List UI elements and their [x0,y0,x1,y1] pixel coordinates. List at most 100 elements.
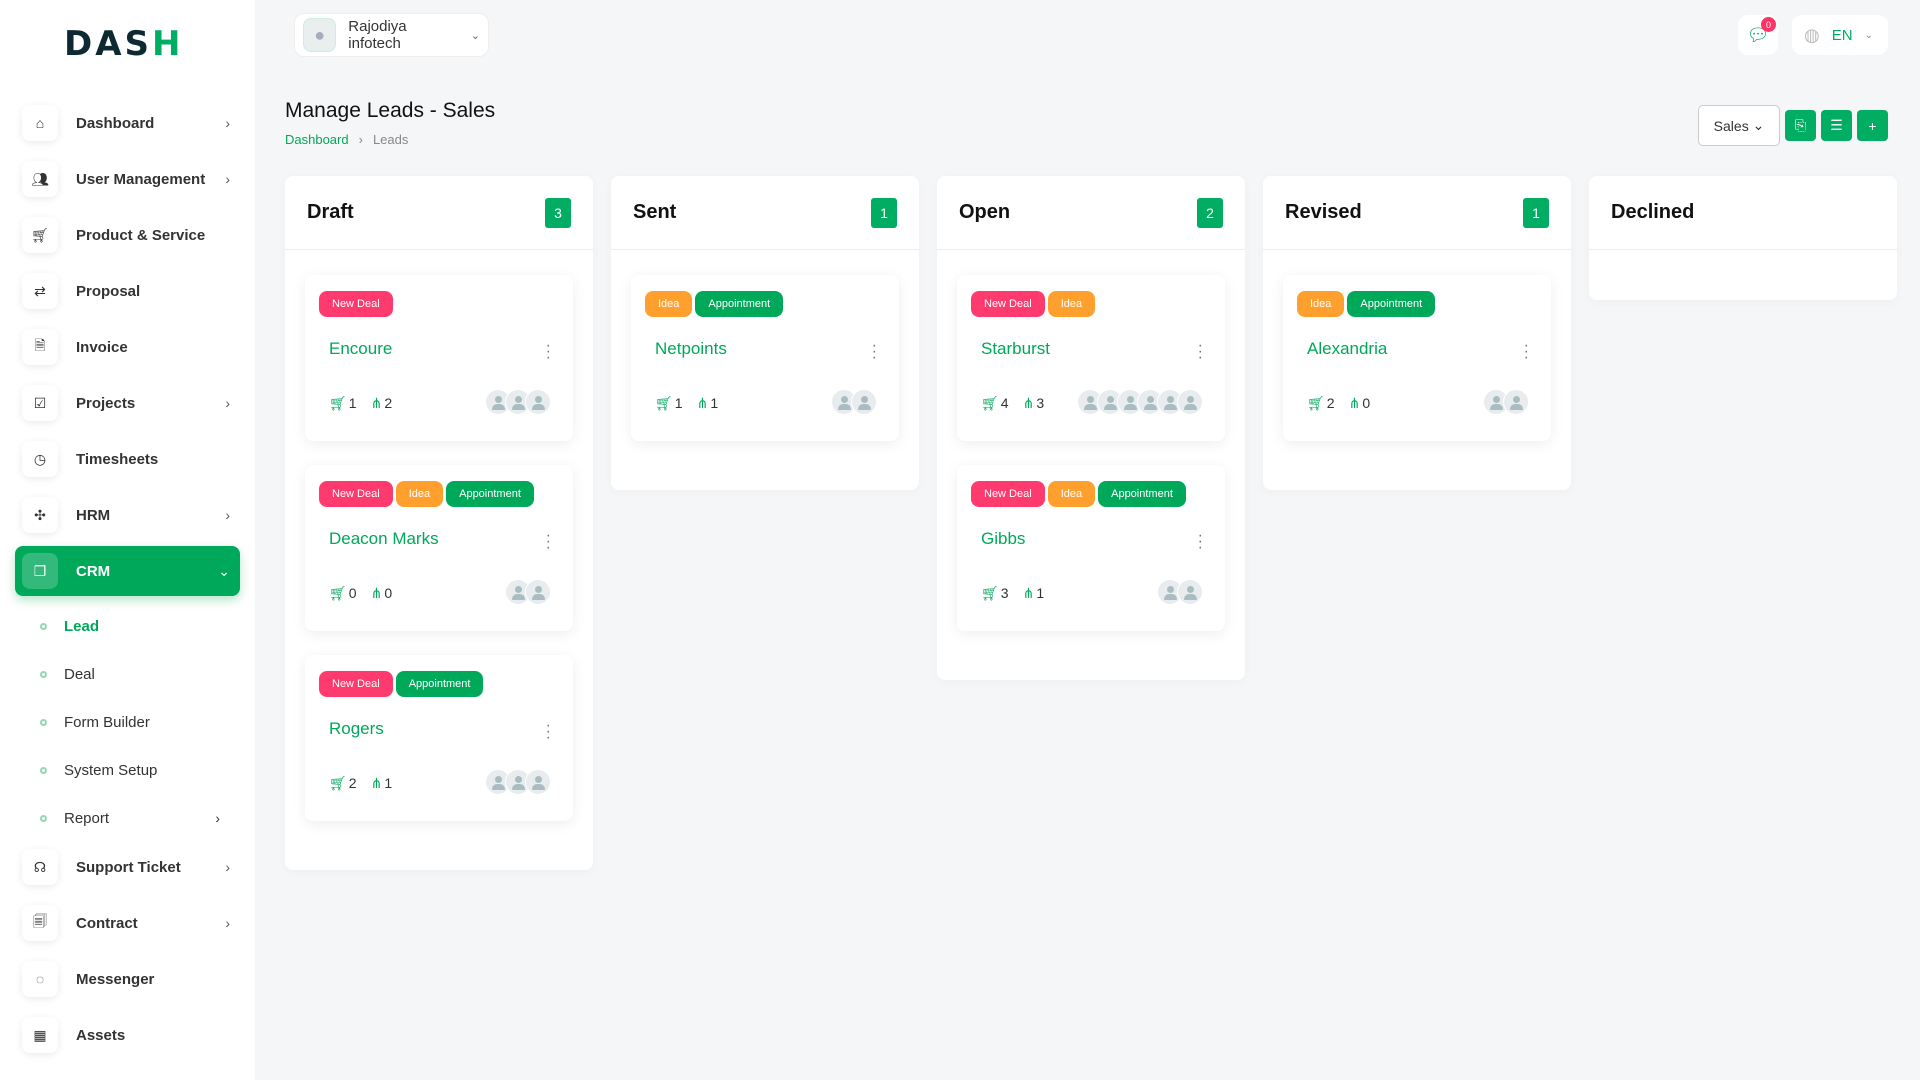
lead-card[interactable]: Idea Appointment Alexandria · · · 🛒︎ 2 ⋔ 0 [1283,275,1551,441]
sidebar-item-label: Support Ticket [76,858,181,876]
sidebar-item-messenger[interactable]: ◌ Messenger [15,954,240,1004]
source-count: 0 [384,585,393,601]
tag-badge: Appointment [446,481,534,507]
sidebar-item-user-management[interactable]: 👥︎ User Management › [15,154,240,204]
sidebar-subitem-form-builder[interactable]: Form Builder [15,698,240,746]
product-count: 1 [674,395,683,411]
sidebar-item-hrm[interactable]: ✣ HRM › [15,490,240,540]
more-options-icon[interactable]: · · · [1197,337,1203,366]
bullet-icon [40,718,47,726]
kanban-column-declined: Declined [1589,176,1897,300]
tag-list: Idea Appointment [645,291,885,317]
avatar: ● [303,18,337,52]
messages-button[interactable]: 💬︎ 0 [1738,15,1778,55]
sidebar-item-label: Proposal [76,282,141,300]
sidebar-item-label: Projects [76,394,136,412]
sidebar-item-label: CRM [76,562,111,580]
list-view-button[interactable]: ☰ [1821,110,1852,141]
lead-name-link[interactable]: Encoure [329,339,393,358]
kanban-column-open: Open 2 New Deal Idea Starburst · · · 🛒︎ 4 ⋔ 3 N… [937,176,1245,680]
user-avatar-icon [1503,389,1529,415]
sidebar-item-timesheets[interactable]: ◷ Timesheets [15,434,240,484]
product-count: 2 [348,775,357,791]
column-title: Declined [1611,201,1695,223]
breadcrumb-leads: Leads [372,132,409,147]
user-name: Rajodiya infotech [348,18,407,52]
sidebar-subitem-label: Form Builder [64,713,150,731]
cart-icon: 🛒︎ [655,395,673,411]
lead-meta: 🛒︎ 2 ⋔ 0 [1307,395,1370,412]
tag-list: Idea Appointment [1297,291,1537,317]
chat-icon: ◌ [22,961,58,997]
cart-icon: 🛒︎ [981,585,999,601]
assigned-users [485,769,551,795]
sidebar-item-crm[interactable]: ❐ CRM ⌄ [15,546,240,596]
source-count: 1 [710,395,719,411]
lead-card[interactable]: New Deal Idea Appointment Gibbs · · · 🛒︎ 3 ⋔ 1 [957,465,1225,631]
contract-icon: 🗐 [22,905,58,941]
lead-name-link[interactable]: Gibbs [981,529,1026,548]
more-options-icon[interactable]: · · · [545,717,551,746]
lead-card[interactable]: New Deal Idea Starburst · · · 🛒︎ 4 ⋔ 3 [957,275,1225,441]
sidebar-subitem-report[interactable]: Report › [15,794,240,842]
logo[interactable]: DASH [64,24,184,64]
user-avatar-icon [525,769,551,795]
pipeline-select[interactable]: Sales ⌄ [1698,105,1780,146]
tag-badge: Appointment [1098,481,1186,507]
sidebar-item-proposal[interactable]: ⇄ Proposal [15,266,240,316]
tag-list: New Deal Idea Appointment [319,481,559,507]
more-options-icon[interactable]: · · · [1197,527,1203,556]
tag-list: New Deal Appointment [319,671,559,697]
sidebar-item-support-ticket[interactable]: ☊ Support Ticket › [15,842,240,892]
tag-badge: Idea [1047,291,1096,317]
lead-meta: 🛒︎ 1 ⋔ 1 [655,395,718,412]
chevron-right-icon: › [225,859,230,875]
breadcrumb-dashboard[interactable]: Dashboard [285,132,349,147]
plus-icon: + [1868,117,1877,134]
lead-card[interactable]: Idea Appointment Netpoints · · · 🛒︎ 1 ⋔ 1 [631,275,899,441]
sidebar-item-assets[interactable]: ▦ Assets [15,1010,240,1060]
lead-name-link[interactable]: Rogers [329,719,384,738]
sidebar-subitem-label: Lead [64,617,100,635]
assigned-users [1157,579,1203,605]
sidebar: DASH ⌂ Dashboard › 👥︎ User Management › … [0,0,255,1080]
sidebar-item-label: HRM [76,506,111,524]
more-options-icon[interactable]: · · · [1523,337,1529,366]
more-options-icon[interactable]: · · · [545,337,551,366]
sidebar-item-product-service[interactable]: 🛒︎ Product & Service [15,210,240,260]
more-options-icon[interactable]: · · · [871,337,877,366]
sidebar-subitem-lead[interactable]: Lead [15,602,240,650]
sidebar-item-dashboard[interactable]: ⌂ Dashboard › [15,98,240,148]
lead-name-link[interactable]: Alexandria [1307,339,1388,358]
lead-name-link[interactable]: Deacon Marks [329,529,439,548]
lead-card[interactable]: New Deal Encoure · · · 🛒︎ 1 ⋔ 2 [305,275,573,441]
source-count: 1 [384,775,393,791]
user-avatar-icon [525,579,551,605]
assigned-users [831,389,877,415]
sidebar-subitem-deal[interactable]: Deal [15,650,240,698]
sidebar-item-invoice[interactable]: 🗎 Invoice [15,322,240,372]
sidebar-subitem-system-setup[interactable]: System Setup [15,746,240,794]
list-icon: ☰ [1830,117,1843,133]
lead-name-link[interactable]: Netpoints [655,339,727,358]
sidebar-item-projects[interactable]: ☑ Projects › [15,378,240,428]
cart-icon: 🛒︎ [329,395,347,411]
add-lead-button[interactable]: + [1857,110,1888,141]
lead-meta: 🛒︎ 1 ⋔ 2 [329,395,392,412]
column-count-badge: 1 [871,197,897,228]
lead-card[interactable]: New Deal Appointment Rogers · · · 🛒︎ 2 ⋔ 1 [305,655,573,821]
product-count: 0 [348,585,357,601]
sources-icon: ⋔ [1022,395,1035,411]
tag-list: New Deal Idea Appointment [971,481,1211,507]
language-dropdown[interactable]: ◍ EN ⌄ [1792,15,1888,55]
cart-icon: 🛒︎ [1307,395,1325,411]
sidebar-item-contract[interactable]: 🗐 Contract › [15,898,240,948]
lead-card[interactable]: New Deal Idea Appointment Deacon Marks · · ·… [305,465,573,631]
more-options-icon[interactable]: · · · [545,527,551,556]
user-dropdown[interactable]: ● Rajodiya infotech ⌄ [294,13,489,57]
lead-meta: 🛒︎ 4 ⋔ 3 [981,395,1044,412]
lead-name-link[interactable]: Starburst [981,339,1050,358]
import-button[interactable]: ⎘ [1785,110,1816,141]
calculator-icon: ▦ [22,1017,58,1053]
chevron-down-icon: ⌄ [218,562,230,579]
